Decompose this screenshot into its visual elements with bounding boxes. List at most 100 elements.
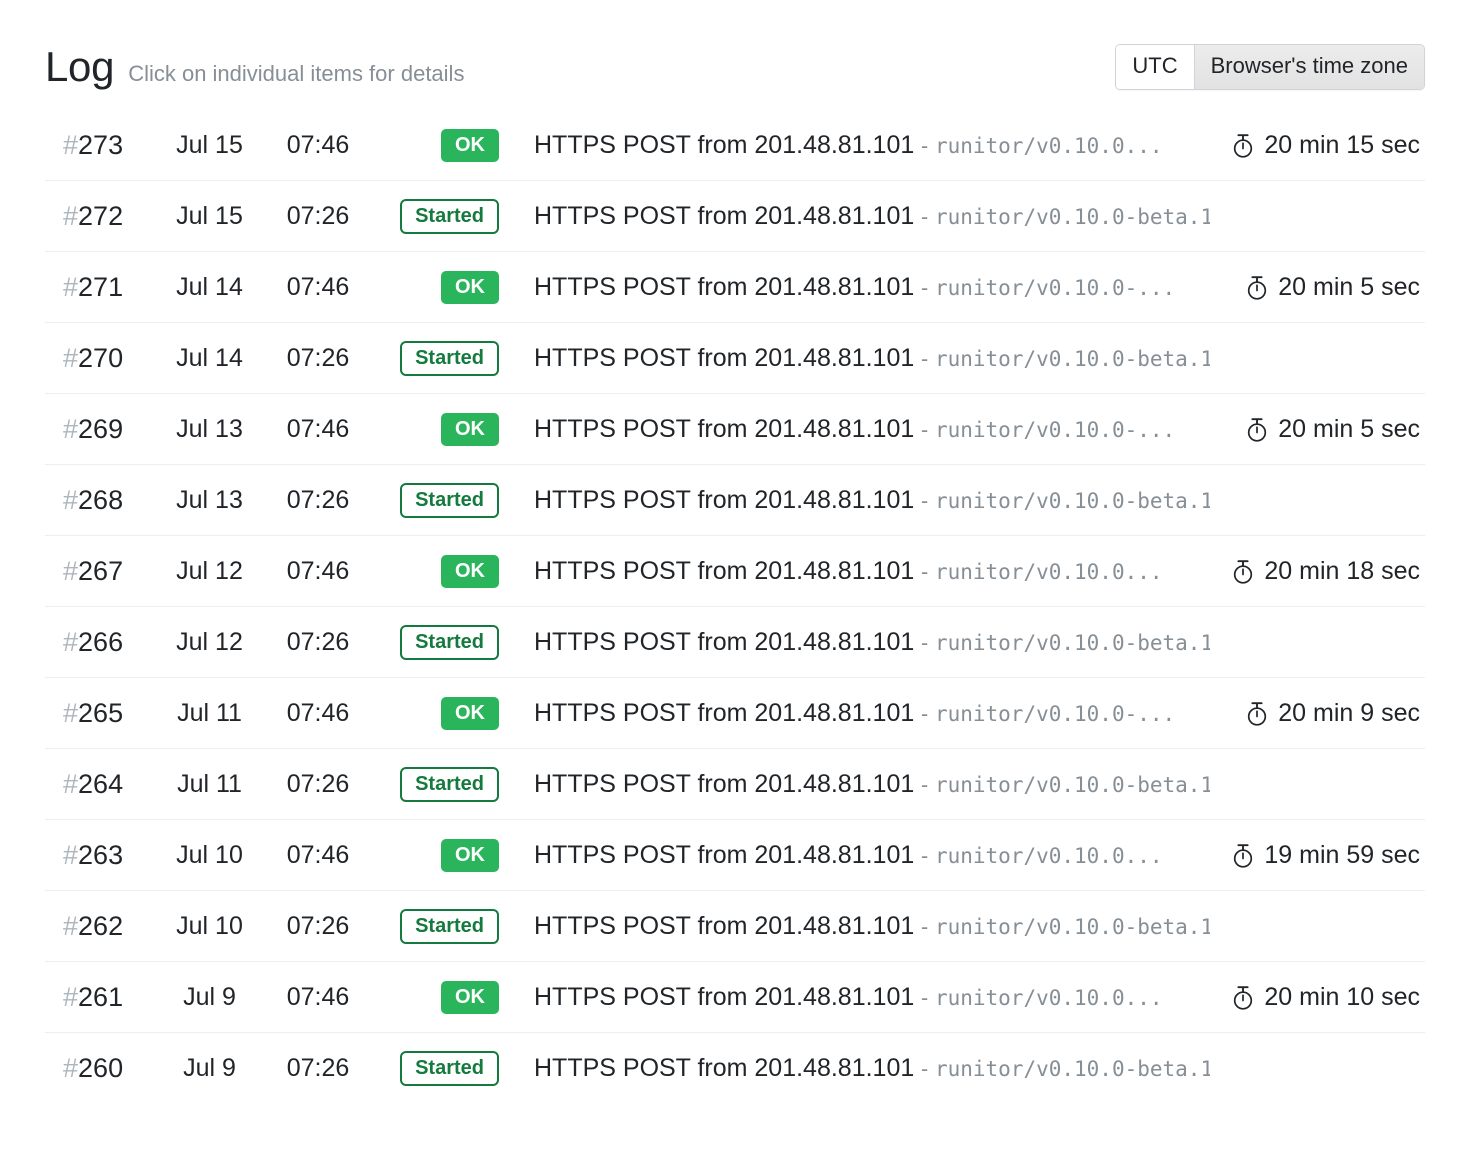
status-badge: Started — [400, 908, 499, 944]
table-row[interactable]: #269 Jul 13 07:46 OK HTTPS POST from 201.48.… — [45, 394, 1425, 465]
log-entry-request: HTTPS POST from 201.48.81.101 — [534, 1054, 915, 1082]
log-entry-request: HTTPS POST from 201.48.81.101 — [534, 130, 915, 159]
table-row[interactable]: #268 Jul 13 07:26 Started HTTPS POST from 20… — [45, 465, 1425, 536]
log-entry-id: #270 — [45, 343, 157, 374]
log-entry-duration: 20 min 5 sec — [1278, 414, 1420, 443]
log-entry-id-hash: # — [63, 1053, 79, 1083]
log-entry-request: HTTPS POST from 201.48.81.101 — [534, 201, 915, 230]
log-entry-time: 07:26 — [286, 485, 350, 514]
table-row[interactable]: #260 Jul 9 07:26 Started HTTPS POST from 201… — [45, 1033, 1425, 1104]
page-subtitle: Click on individual items for details — [128, 61, 465, 86]
log-entry-id: #261 — [45, 982, 157, 1013]
log-entry-message: HTTPS POST from 201.48.81.101- runitor/v0… — [502, 557, 1210, 586]
table-row[interactable]: #272 Jul 15 07:26 Started HTTPS POST from 20… — [45, 181, 1425, 252]
log-entry-time: 07:26 — [286, 343, 350, 372]
log-entry-separator: - — [918, 133, 931, 158]
log-entry-duration: 20 min 9 sec — [1278, 698, 1420, 727]
log-entry-message: HTTPS POST from 201.48.81.101- runitor/v0… — [502, 699, 1210, 728]
log-entry-date: Jul 9 — [183, 982, 236, 1011]
page-title: Log — [45, 43, 115, 90]
log-entry-user-agent: runitor/v0.10.0-beta.1 (+https:/... — [934, 1057, 1210, 1081]
log-entry-separator: - — [918, 630, 931, 655]
log-entry-date: Jul 12 — [176, 627, 243, 656]
log-entry-id: #266 — [45, 627, 157, 658]
log-entry-date: Jul 14 — [176, 272, 243, 301]
log-entry-message: HTTPS POST from 201.48.81.101- runitor/v0… — [502, 273, 1210, 302]
log-entry-user-agent: runitor/v0.10.0-beta.1 (+https:/... — [934, 772, 1210, 797]
log-entry-date: Jul 11 — [177, 769, 242, 798]
table-row[interactable]: #263 Jul 10 07:46 OK HTTPS POST from 201.48.… — [45, 820, 1425, 891]
log-entry-date: Jul 15 — [176, 201, 243, 230]
log-entry-time: 07:46 — [286, 414, 350, 443]
status-badge: OK — [441, 412, 499, 446]
log-entry-id: #262 — [45, 911, 157, 942]
log-entry-request: HTTPS POST from 201.48.81.101 — [534, 272, 915, 301]
log-entry-id: #268 — [45, 485, 157, 516]
status-badge: Started — [400, 624, 499, 660]
log-entry-date: Jul 12 — [176, 556, 243, 585]
timezone-option-browser[interactable]: Browser's time zone — [1193, 45, 1424, 89]
table-row[interactable]: #261 Jul 9 07:46 OK HTTPS POST from 201.48.8… — [45, 962, 1425, 1033]
log-entry-status-cell: Started — [374, 908, 502, 944]
log-entry-id-number: 264 — [78, 768, 124, 799]
log-entry-request: HTTPS POST from 201.48.81.101 — [534, 840, 915, 869]
log-entry-date: Jul 11 — [177, 698, 242, 727]
log-entry-user-agent: runitor/v0.10.0-beta.1 (+https:/... — [934, 346, 1210, 371]
log-entry-request: HTTPS POST from 201.48.81.101 — [534, 769, 915, 798]
table-row[interactable]: #262 Jul 10 07:26 Started HTTPS POST from 20… — [45, 891, 1425, 962]
log-entry-duration-cell: 20 min 5 sec — [1210, 273, 1425, 302]
log-entry-message: HTTPS POST from 201.48.81.101- runitor/v0… — [502, 131, 1210, 160]
log-entry-status-cell: OK — [374, 554, 502, 588]
log-entry-separator: - — [918, 488, 931, 513]
log-entry-date: Jul 13 — [176, 485, 243, 514]
table-row[interactable]: #266 Jul 12 07:26 Started HTTPS POST from 20… — [45, 607, 1425, 678]
log-entry-duration: 20 min 15 sec — [1264, 130, 1420, 159]
timezone-option-utc[interactable]: UTC — [1116, 45, 1194, 89]
log-entry-user-agent: runitor/v0.10.0... — [934, 843, 1163, 868]
log-entry-duration-cell: 20 min 5 sec — [1210, 415, 1425, 444]
log-entry-user-agent: runitor/v0.10.0... — [934, 133, 1163, 158]
status-badge: OK — [441, 696, 499, 730]
log-entry-id: #260 — [45, 1053, 157, 1084]
stopwatch-icon — [1245, 701, 1269, 727]
log-entry-message: HTTPS POST from 201.48.81.101- runitor/v0… — [502, 415, 1210, 444]
table-row[interactable]: #270 Jul 14 07:26 Started HTTPS POST from 20… — [45, 323, 1425, 394]
log-entry-request: HTTPS POST from 201.48.81.101 — [534, 556, 915, 585]
log-entry-duration: 20 min 10 sec — [1264, 982, 1420, 1011]
table-row[interactable]: #265 Jul 11 07:46 OK HTTPS POST from 201.48.… — [45, 678, 1425, 749]
log-entry-date: Jul 9 — [183, 1054, 236, 1082]
log-entry-user-agent: runitor/v0.10.0-beta.1 (+https:/... — [934, 488, 1210, 513]
log-entry-id: #272 — [45, 201, 157, 232]
log-entry-date: Jul 10 — [176, 840, 243, 869]
log-entry-id: #269 — [45, 414, 157, 445]
table-row[interactable]: #267 Jul 12 07:46 OK HTTPS POST from 201.48.… — [45, 536, 1425, 607]
title-group: Log Click on individual items for detail… — [45, 46, 464, 88]
stopwatch-icon — [1245, 275, 1269, 301]
log-entry-id-number: 267 — [78, 555, 124, 586]
status-badge: Started — [400, 482, 499, 518]
log-entry-time: 07:46 — [286, 840, 350, 869]
log-entry-date: Jul 10 — [176, 911, 243, 940]
log-entry-message: HTTPS POST from 201.48.81.101- runitor/v0… — [502, 202, 1210, 231]
log-entry-id-hash: # — [63, 129, 79, 160]
log-entry-status-cell: OK — [374, 270, 502, 304]
log-entry-time: 07:46 — [286, 698, 350, 727]
log-entry-status-cell: OK — [374, 696, 502, 730]
log-entry-time: 07:46 — [286, 272, 350, 301]
log-entry-duration: 20 min 5 sec — [1278, 272, 1420, 301]
log-entry-separator: - — [918, 1057, 931, 1081]
table-row[interactable]: #273 Jul 15 07:46 OK HTTPS POST from 201.48.… — [45, 110, 1425, 181]
log-entry-date: Jul 13 — [176, 414, 243, 443]
timezone-toggle[interactable]: UTC Browser's time zone — [1115, 44, 1425, 90]
log-entry-separator: - — [918, 275, 931, 300]
log-entry-duration-cell: 20 min 9 sec — [1210, 699, 1425, 728]
log-entry-duration-cell: 20 min 10 sec — [1210, 983, 1425, 1012]
log-entry-status-cell: Started — [374, 624, 502, 660]
table-row[interactable]: #264 Jul 11 07:26 Started HTTPS POST from 20… — [45, 749, 1425, 820]
log-entry-id-number: 270 — [78, 342, 124, 373]
log-entry-id-hash: # — [63, 271, 79, 302]
table-row[interactable]: #271 Jul 14 07:46 OK HTTPS POST from 201.48.… — [45, 252, 1425, 323]
log-entry-separator: - — [918, 843, 931, 868]
log-entry-request: HTTPS POST from 201.48.81.101 — [534, 982, 915, 1011]
